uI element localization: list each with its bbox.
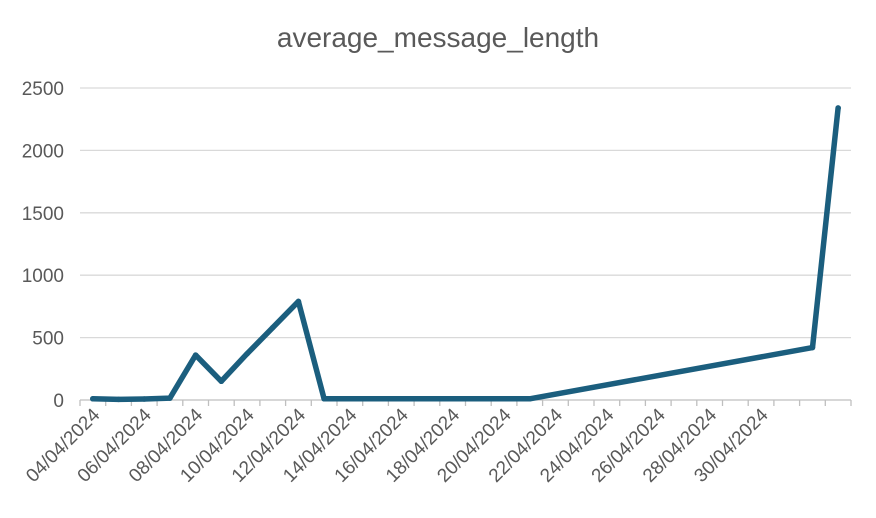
data-point: [115, 396, 122, 403]
y-tick-label: 0: [53, 391, 64, 412]
series-line-1: [90, 105, 841, 403]
data-point: [809, 344, 816, 351]
x-axis: 04/04/202406/04/202408/04/202410/04/2024…: [22, 399, 852, 487]
data-point: [835, 105, 841, 111]
y-tick-label: 500: [32, 329, 64, 350]
y-tick-label: 1000: [22, 266, 64, 287]
y-tick-label: 1500: [22, 204, 64, 225]
data-point: [527, 396, 533, 402]
gridlines: [80, 87, 851, 339]
data-point: [167, 395, 173, 401]
data-point: [244, 351, 250, 357]
data-point: [270, 324, 276, 331]
y-tick-label: 2000: [22, 141, 64, 162]
y-axis: 0 500 1000 1500 2000 2500: [22, 79, 64, 412]
data-point: [141, 396, 147, 402]
data-point: [90, 396, 96, 402]
data-point: [218, 378, 225, 385]
series-layer: [90, 105, 841, 403]
data-point: [295, 298, 302, 305]
data-point: [321, 396, 327, 402]
y-tick-label: 2500: [22, 79, 64, 100]
chart-title: average_message_length: [277, 22, 599, 53]
data-point: [192, 352, 199, 358]
